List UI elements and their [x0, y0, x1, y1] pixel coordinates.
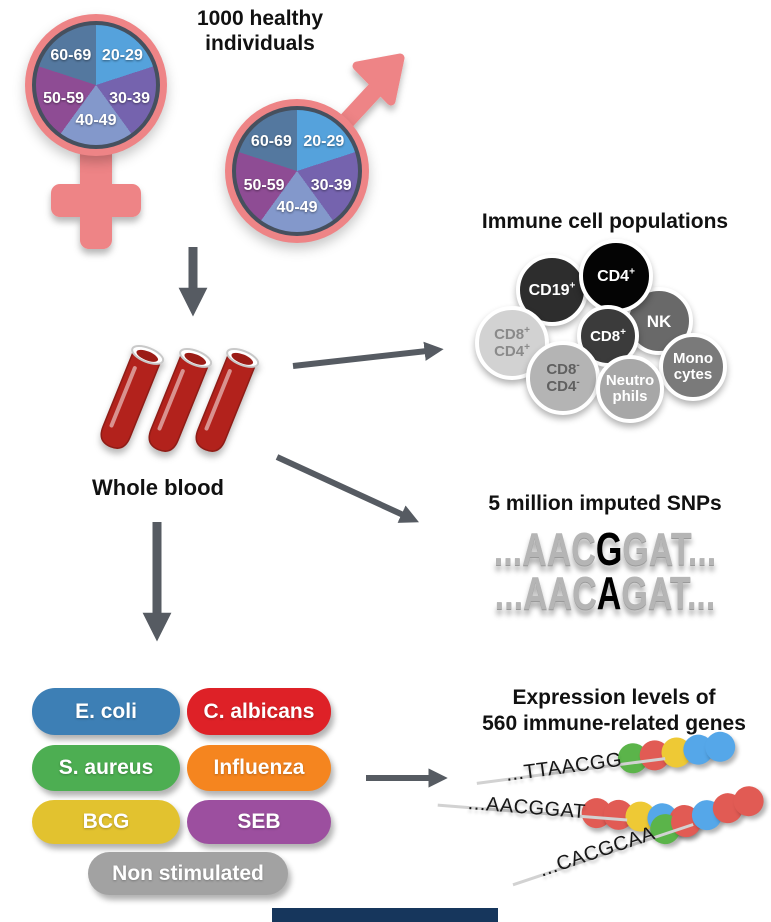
snp-seq-prefix: ...AAC	[494, 567, 597, 619]
blood-tube	[148, 347, 213, 452]
cell-circle-neutrophils: Neutro phils	[596, 355, 664, 423]
tube-body	[100, 350, 162, 449]
cell-label: CD8+	[590, 326, 626, 345]
age-group-label: 60-69	[250, 132, 292, 150]
age-group-label: 30-39	[109, 90, 151, 108]
stimulation-calbicans: C. albicans	[187, 688, 331, 735]
snp-seq-prefix: ...AAC	[493, 523, 596, 575]
age-group-label: 30-39	[310, 176, 352, 194]
female-symbol-cross	[51, 145, 141, 249]
snp-allele: A	[596, 567, 622, 619]
age-group-label: 50-59	[43, 90, 85, 108]
snp-title: 5 million imputed SNPs	[488, 492, 722, 515]
page-title-line2: individuals	[205, 32, 315, 55]
cropped-bottom-bar	[272, 908, 498, 922]
snp-sequence: ...AACGGAT...	[464, 526, 745, 572]
male-arrow-head-outline	[352, 53, 405, 106]
cell-label: cytes	[673, 366, 713, 383]
age-group-label: 20-29	[303, 132, 345, 150]
blood-tubes	[100, 344, 260, 452]
cell-label: CD4+	[494, 342, 530, 361]
arrow-blood-to-snps	[275, 454, 419, 523]
immune-title: Immune cell populations	[481, 210, 729, 233]
cell-label: CD8+	[494, 325, 530, 344]
female-cross-horizontal-bar	[51, 184, 141, 217]
strand-sequence: ...AACGGAT	[467, 791, 587, 823]
male-symbol-arrow	[333, 53, 405, 134]
stimulation-ecoli: E. coli	[32, 688, 180, 735]
tube-highlight	[157, 369, 185, 431]
female-symbol: 20-29 30-39 40-49 50-59 60-69	[25, 14, 167, 156]
cell-label: Mono	[673, 350, 713, 367]
blood-tube	[100, 344, 165, 449]
tube-body	[195, 353, 257, 452]
page-title-line1: 1000 healthy	[196, 7, 324, 30]
snp-seq-suffix: GAT...	[622, 523, 717, 575]
expression-title-line2: 560 immune-related genes	[482, 712, 746, 735]
cell-label: phils	[612, 388, 648, 405]
cell-label: CD4+	[597, 266, 635, 285]
age-group-label: 50-59	[243, 176, 285, 194]
expression-title-line1: Expression levels of	[512, 686, 716, 709]
cell-label: Neutro	[605, 372, 655, 389]
blood-tube	[195, 347, 260, 452]
stimulation-bcg: BCG	[32, 800, 180, 844]
age-pie: 20-29 30-39 40-49 50-59 60-69	[32, 21, 160, 149]
expression-title: Expression levels of 560 immune-related …	[458, 685, 770, 737]
age-group-label: 40-49	[276, 198, 318, 216]
snp-seq-suffix: GAT...	[621, 567, 716, 619]
tube-blood-surface	[184, 352, 207, 365]
cell-circle-cd4: CD4+	[579, 239, 653, 313]
tube-highlight	[204, 369, 232, 431]
stimulation-seb: SEB	[187, 800, 331, 844]
male-symbol: 20-29 30-39 40-49 50-59 60-69	[225, 99, 369, 243]
tube-highlight	[109, 366, 137, 428]
snp-allele: G	[595, 523, 623, 575]
page-title: 1000 healthy individuals	[160, 6, 360, 56]
flow-arrows	[142, 247, 448, 788]
stimulation-nonstimulated: Non stimulated	[88, 852, 288, 895]
cell-circle-monocytes: Mono cytes	[659, 333, 727, 401]
age-group-label: 60-69	[50, 47, 92, 65]
cell-circle-cd8neg-cd4neg: CD8- CD4-	[526, 341, 600, 415]
snp-sequence: ...AACAGAT...	[464, 570, 745, 616]
stimulation-influenza: Influenza	[187, 745, 331, 791]
age-group-label: 20-29	[101, 47, 143, 65]
stimulation-saureus: S. aureus	[32, 745, 180, 791]
arrow-blood-to-cells	[292, 341, 444, 369]
cell-label: CD8-	[546, 360, 580, 379]
cell-label: CD4-	[546, 377, 580, 396]
tube-blood-surface	[136, 349, 159, 362]
whole-blood-label: Whole blood	[92, 475, 224, 500]
age-group-label: 40-49	[75, 112, 117, 129]
cell-label: CD19+	[528, 280, 576, 299]
cell-label: NK	[646, 311, 672, 331]
tube-body	[148, 353, 210, 452]
tube-blood-surface	[231, 352, 254, 365]
age-pie: 20-29 30-39 40-49 50-59 60-69	[232, 106, 362, 236]
